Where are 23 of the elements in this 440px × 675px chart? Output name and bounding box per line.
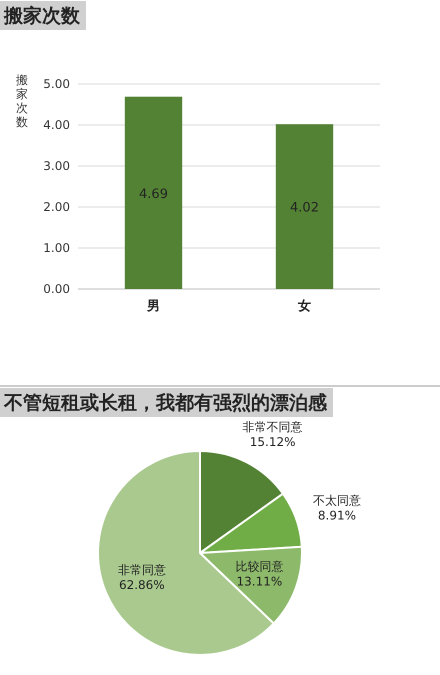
y-axis-title: 搬家次数 <box>16 73 28 129</box>
data-label: 4.69 <box>139 186 168 202</box>
y-tick-label: 2.00 <box>43 200 70 214</box>
chart-title: 搬家次数 <box>3 5 81 27</box>
y-tick-label: 5.00 <box>43 77 70 91</box>
y-tick-label: 4.00 <box>43 118 70 132</box>
data-label: 4.02 <box>290 200 319 216</box>
slice-label: 非常不同意 <box>242 420 303 434</box>
y-tick-label: 1.00 <box>43 241 70 255</box>
slice-label: 比较同意 <box>235 560 284 574</box>
slice-label: 非常同意 <box>118 562 166 577</box>
title: 不管短租或长租，我都有强烈的漂泊感 <box>0 388 333 417</box>
data-label: 15.12% <box>250 435 296 450</box>
x-tick-label: 男 <box>146 299 160 314</box>
y-tick-label: 3.00 <box>43 159 70 173</box>
title: 搬家次数 <box>0 1 86 30</box>
slice-label: 不太同意 <box>312 494 361 508</box>
data-label: 13.11% <box>236 574 282 589</box>
x-tick-label: 女 <box>297 299 311 314</box>
data-label: 62.86% <box>118 578 165 592</box>
data-label: 8.91% <box>318 508 356 523</box>
chart-title: 不管短租或长租，我都有强烈的漂泊感 <box>3 392 328 414</box>
y-tick-label: 0.00 <box>43 282 70 296</box>
